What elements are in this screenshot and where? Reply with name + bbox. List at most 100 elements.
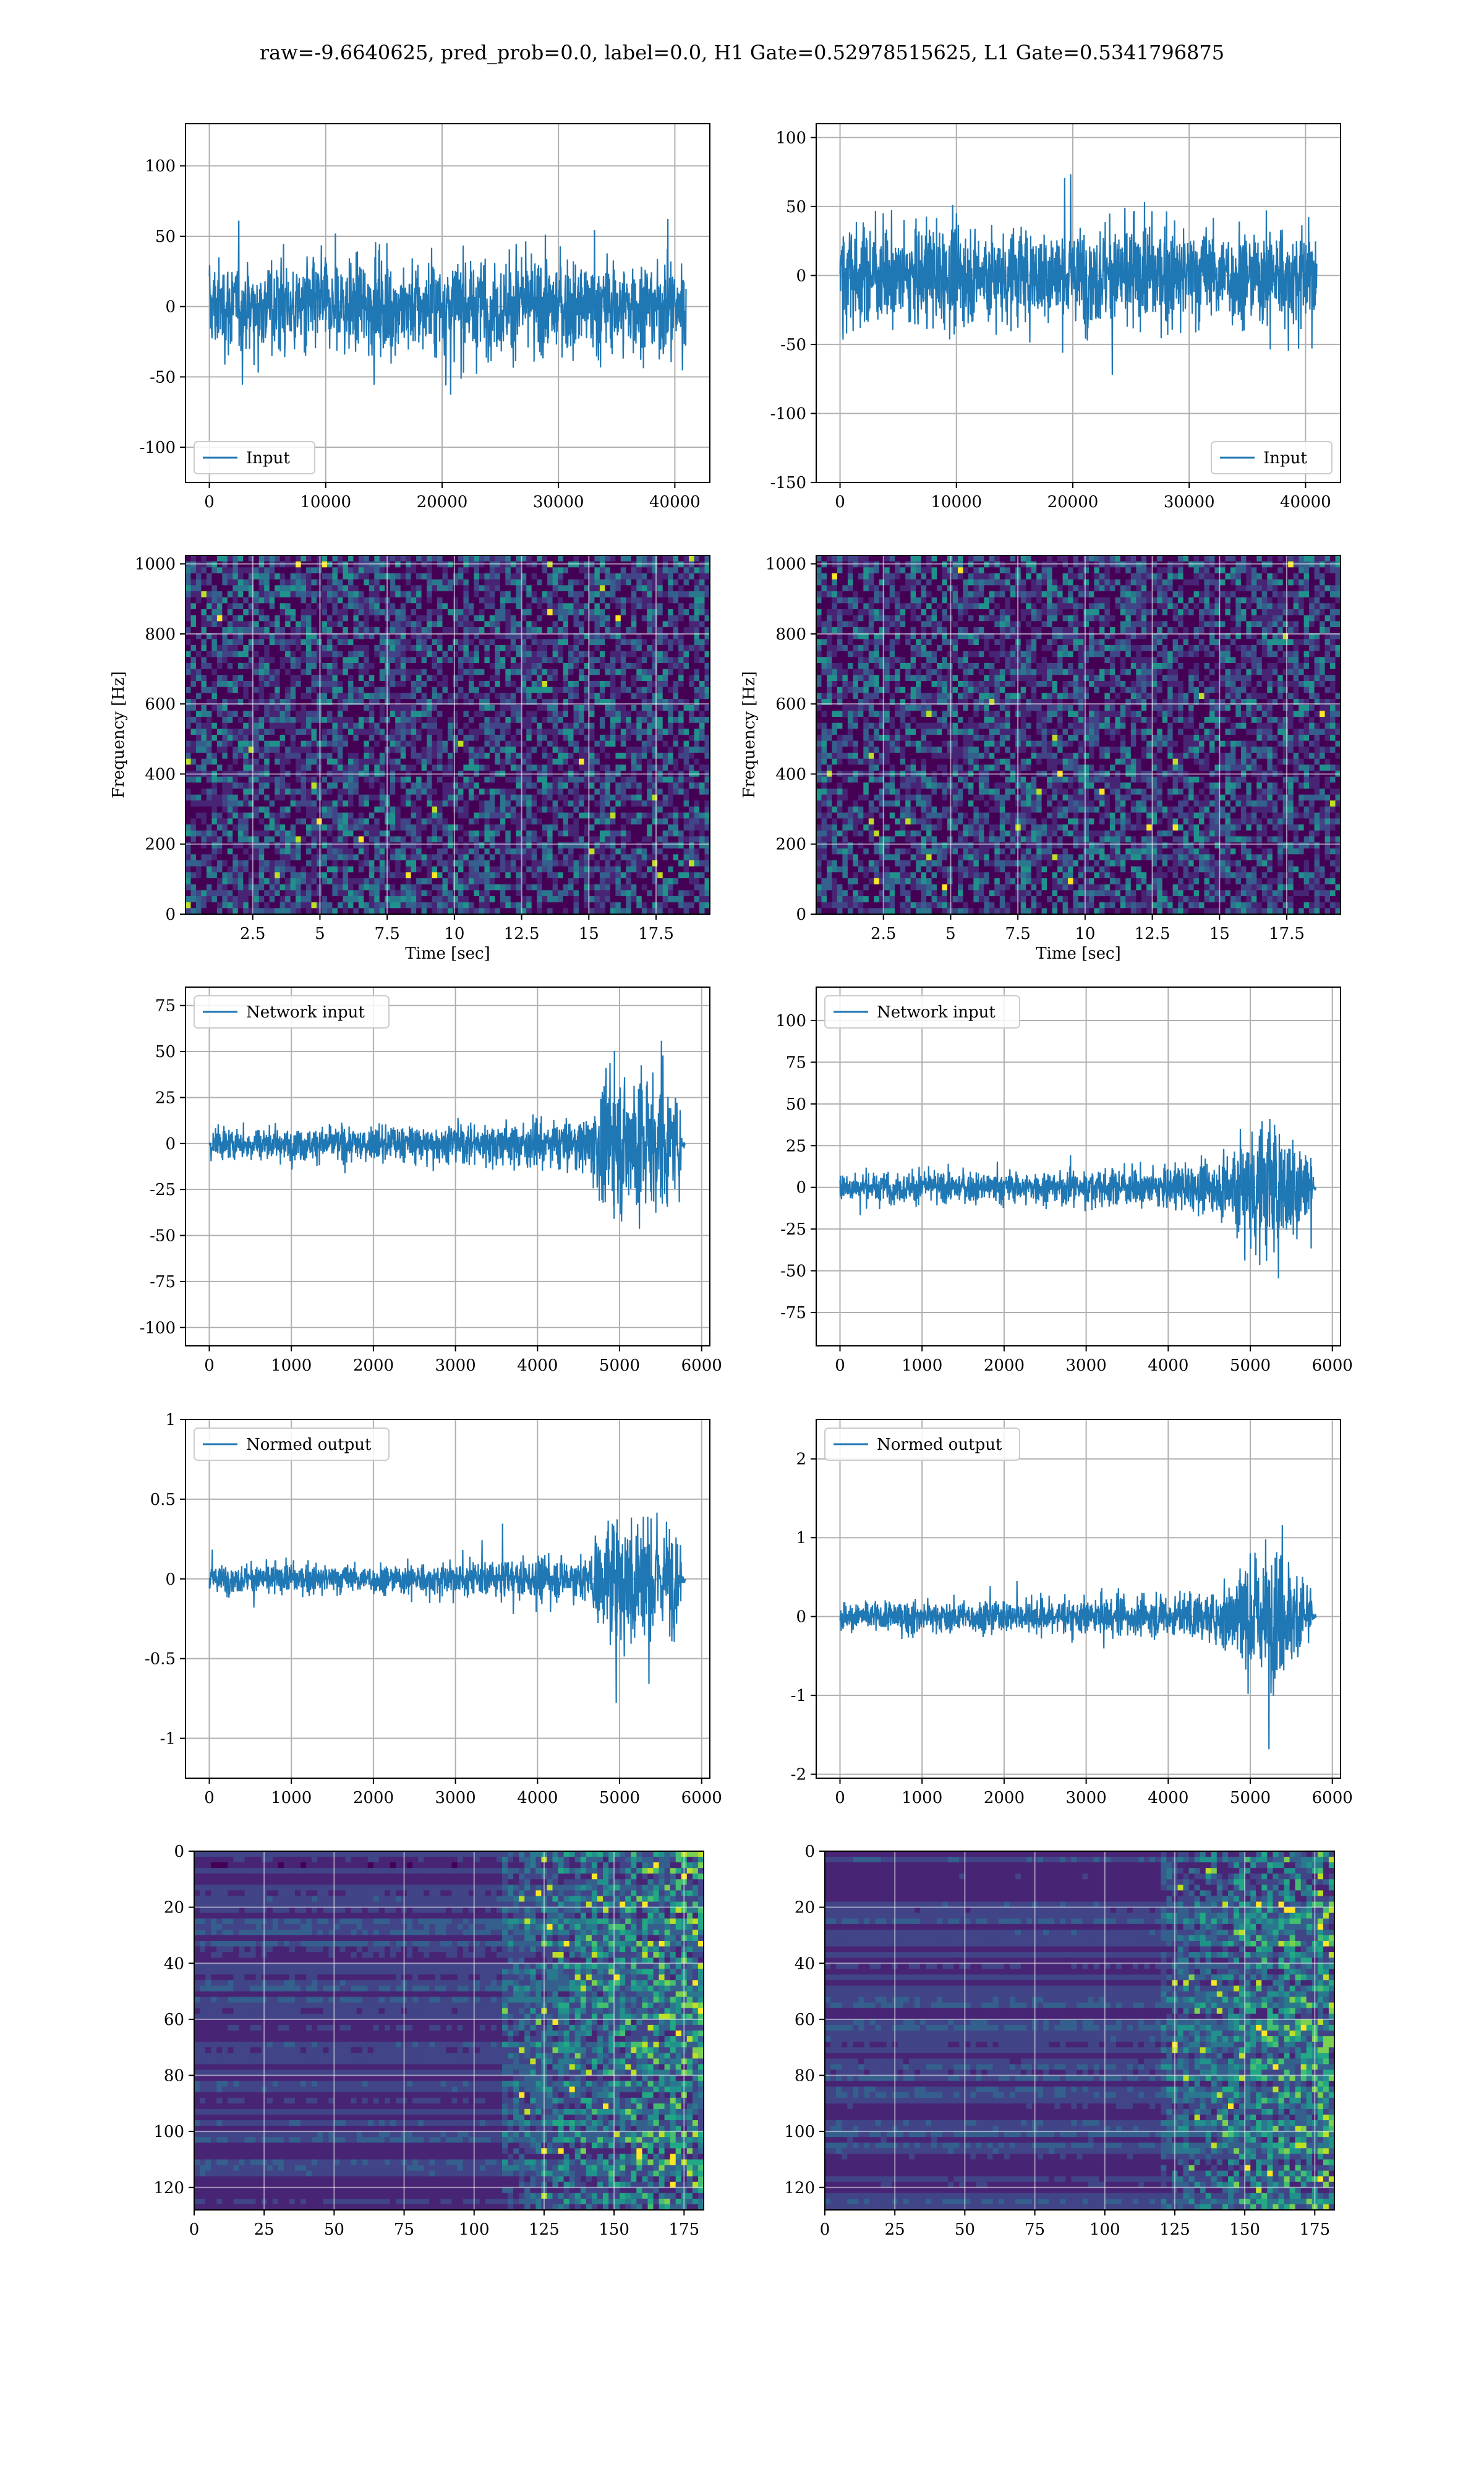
heatmap-cell <box>406 675 412 682</box>
heatmap-cell <box>594 579 600 586</box>
heatmap-cell <box>421 615 427 622</box>
heatmap-cell <box>474 740 480 747</box>
heatmap-cell <box>568 735 574 742</box>
heatmap-cell <box>610 699 616 706</box>
heatmap-cell <box>668 675 674 682</box>
heatmap-cell <box>641 657 647 664</box>
heatmap-cell <box>563 735 569 742</box>
heatmap-cell <box>641 764 647 771</box>
heatmap-cell <box>594 807 600 813</box>
heatmap-cell <box>358 747 364 753</box>
heatmap-cell <box>479 764 485 771</box>
heatmap-cell <box>390 740 396 747</box>
heatmap-cell <box>369 579 375 586</box>
heatmap-cell <box>379 675 385 682</box>
heatmap-cell <box>437 740 443 747</box>
heatmap-cell <box>526 729 532 735</box>
heatmap-cell <box>584 585 590 592</box>
heatmap-cell <box>652 579 658 586</box>
heatmap-cell <box>379 699 385 706</box>
heatmap-cell <box>421 573 427 580</box>
heatmap-cell <box>453 561 459 568</box>
heatmap-cell <box>311 651 317 657</box>
heatmap-cell <box>568 681 574 688</box>
heatmap-cell <box>243 848 249 855</box>
heatmap-cell <box>243 633 249 640</box>
heatmap-cell <box>416 704 422 711</box>
heatmap-cell <box>694 591 700 598</box>
heatmap-cell <box>699 687 706 693</box>
heatmap-cell <box>358 830 364 837</box>
heatmap-cell <box>358 579 364 586</box>
heatmap-cell <box>327 567 333 574</box>
heatmap-cell <box>254 782 260 789</box>
heatmap-cell <box>662 812 668 819</box>
heatmap-cell <box>589 675 595 682</box>
heatmap-cell <box>605 824 611 831</box>
heatmap-cell <box>610 669 616 675</box>
heatmap-cell <box>568 722 574 729</box>
heatmap-cell <box>683 711 689 717</box>
heatmap-cell <box>427 782 433 789</box>
heatmap-cell <box>599 627 605 634</box>
heatmap-cell <box>237 818 244 825</box>
heatmap-cell <box>647 693 653 700</box>
heatmap-cell <box>505 645 511 652</box>
heatmap-cell <box>647 789 653 795</box>
heatmap-cell <box>379 800 385 807</box>
heatmap-cell <box>568 633 574 640</box>
heatmap-cell <box>505 651 511 657</box>
heatmap-cell <box>484 735 490 742</box>
heatmap-cell <box>615 675 621 682</box>
heatmap-cell <box>306 789 312 795</box>
heatmap-cell <box>694 645 700 652</box>
heatmap-cell <box>190 704 197 711</box>
heatmap-cell <box>704 836 710 843</box>
heatmap-cell <box>427 722 433 729</box>
heatmap-cell <box>531 789 537 795</box>
heatmap-cell <box>258 627 265 634</box>
heatmap-cell <box>584 807 590 813</box>
heatmap-cell <box>689 603 695 610</box>
heatmap-cell <box>458 704 464 711</box>
heatmap-cell <box>484 585 490 592</box>
heatmap-cell <box>201 782 207 789</box>
heatmap-cell <box>531 681 537 688</box>
heatmap-cell <box>353 669 359 675</box>
heatmap-cell <box>275 609 281 616</box>
heatmap-cell <box>463 789 469 795</box>
heatmap-cell <box>584 627 590 634</box>
heatmap-cell <box>704 693 710 700</box>
heatmap-cell <box>211 794 218 801</box>
heatmap-cell <box>636 818 642 825</box>
heatmap-cell <box>358 567 364 574</box>
heatmap-cell <box>505 675 511 682</box>
heatmap-cell <box>537 824 543 831</box>
heatmap-cell <box>296 758 302 765</box>
heatmap-cell <box>206 776 212 783</box>
heatmap-cell <box>337 807 343 813</box>
heatmap-cell <box>673 603 679 610</box>
heatmap-cell <box>285 597 291 604</box>
heatmap-cell <box>510 639 516 646</box>
heatmap-cell <box>406 627 412 634</box>
heatmap-cell <box>406 764 412 771</box>
heatmap-cell <box>636 836 642 843</box>
heatmap-cell <box>327 597 333 604</box>
heatmap-cell <box>468 645 474 652</box>
heatmap-cell <box>537 621 543 628</box>
heatmap-cell <box>657 800 663 807</box>
heatmap-cell <box>484 758 490 765</box>
heatmap-cell <box>510 717 516 724</box>
heatmap-cell <box>201 579 207 586</box>
heatmap-cell <box>327 561 333 568</box>
heatmap-cell <box>364 830 370 837</box>
heatmap-cell <box>411 794 417 801</box>
heatmap-cell <box>495 824 501 831</box>
heatmap-cell <box>594 669 600 675</box>
heatmap-cell <box>689 591 695 598</box>
heatmap-cell <box>201 776 207 783</box>
heatmap-cell <box>542 699 548 706</box>
heatmap-cell <box>348 663 354 670</box>
